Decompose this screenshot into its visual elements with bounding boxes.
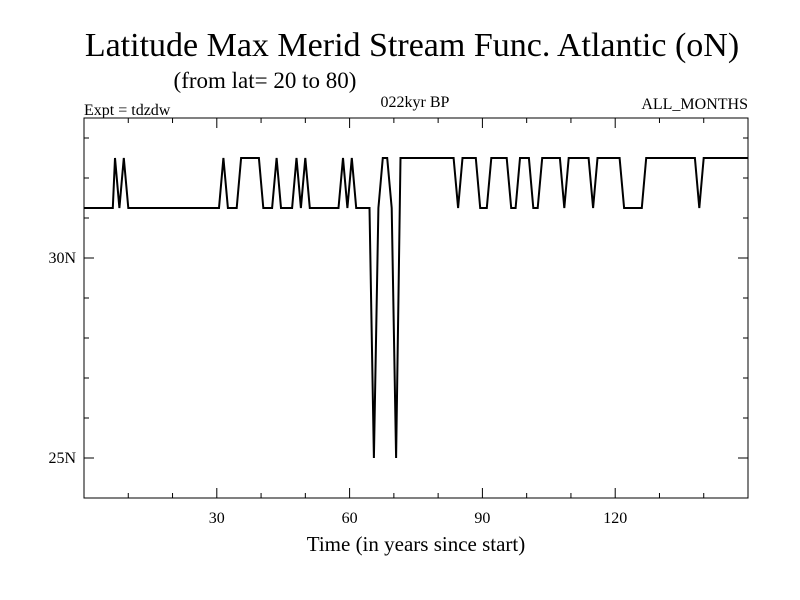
x-tick-label: 60 (342, 510, 358, 527)
axis-ticks (84, 118, 748, 499)
axis-tick-labels: 30 60 90 120 25N 30N (48, 250, 627, 527)
x-tick-label: 120 (603, 510, 627, 527)
chart-title: Latitude Max Merid Stream Func. Atlantic… (85, 27, 739, 64)
months-label: ALL_MONTHS (641, 96, 748, 113)
series-line (84, 157, 748, 459)
plot-frame (83, 117, 749, 499)
x-tick-label: 90 (474, 510, 490, 527)
period-label: 022kyr BP (381, 94, 450, 111)
y-tick-label: 30N (48, 250, 76, 267)
y-tick-label: 25N (48, 450, 76, 467)
experiment-label: Expt = tdzdw (84, 102, 171, 119)
x-tick-label: 30 (209, 510, 225, 527)
x-axis-label: Time (in years since start) (307, 532, 526, 556)
chart-subtitle: (from lat= 20 to 80) (174, 68, 357, 93)
